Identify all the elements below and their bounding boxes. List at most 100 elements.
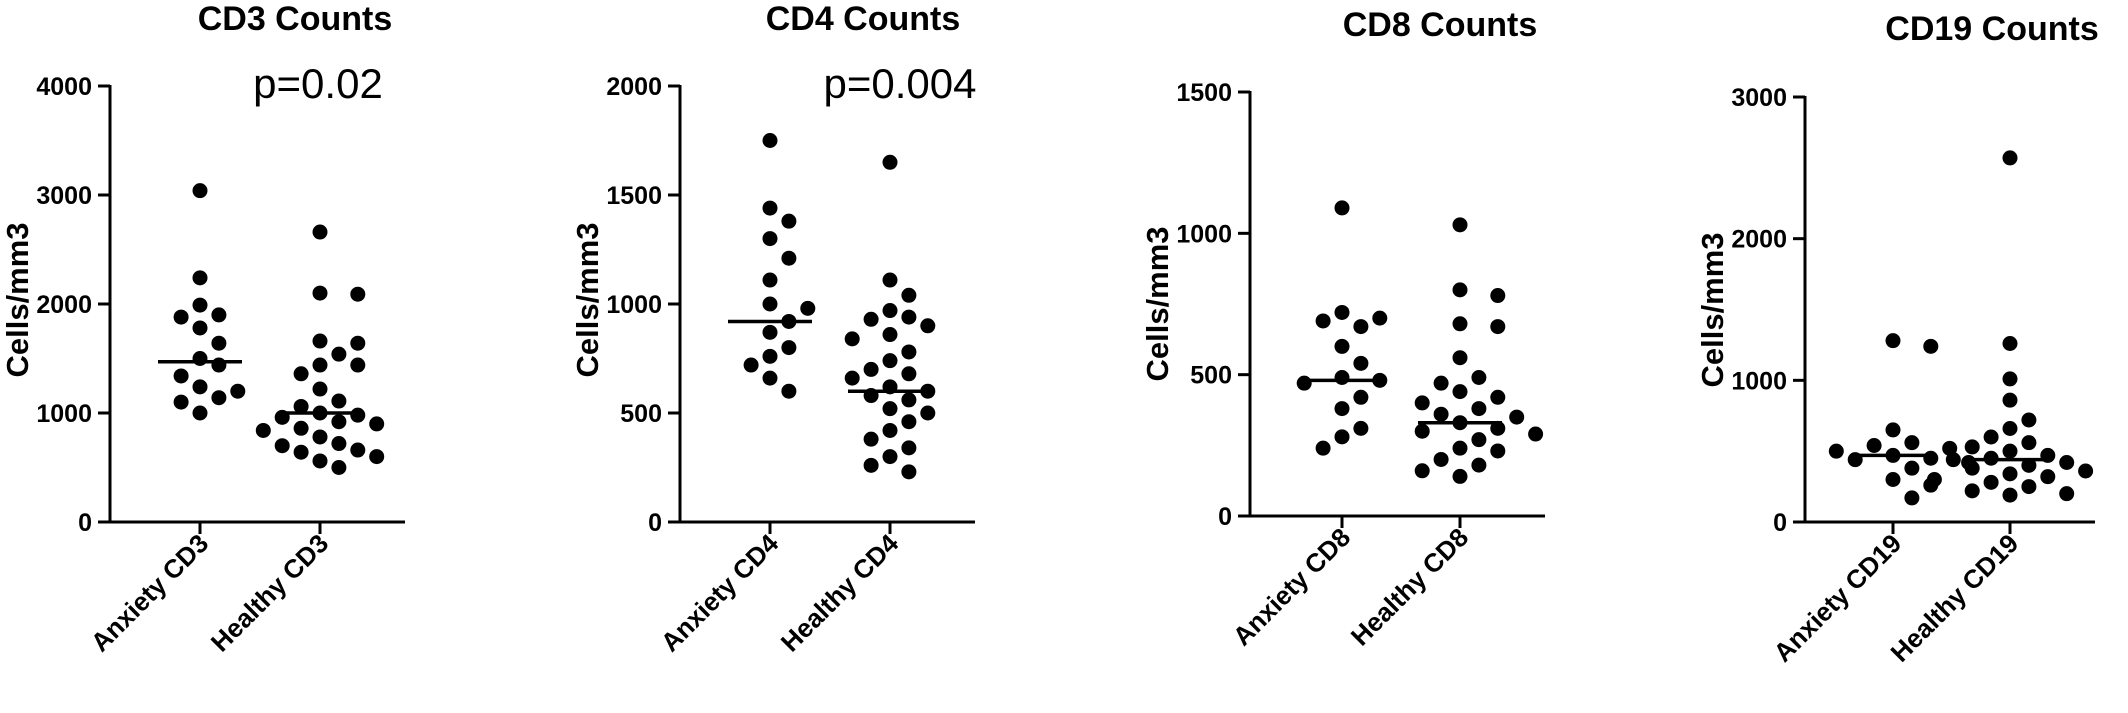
data-point xyxy=(901,309,917,325)
data-point xyxy=(1433,375,1449,391)
data-point xyxy=(781,340,797,356)
data-point xyxy=(312,357,328,373)
y-tick-label: 1000 xyxy=(1176,220,1232,248)
data-point xyxy=(312,333,328,349)
y-axis-label: Cells/mm3 xyxy=(0,222,35,377)
data-point xyxy=(192,297,208,313)
data-point xyxy=(1334,200,1350,216)
data-point xyxy=(312,224,328,240)
data-point xyxy=(2002,336,2018,351)
y-tick-label: 3000 xyxy=(36,182,92,210)
data-point xyxy=(1471,457,1487,473)
data-point xyxy=(1528,426,1544,442)
data-point xyxy=(350,335,366,351)
data-point xyxy=(192,183,208,199)
data-point xyxy=(1471,369,1487,385)
data-point xyxy=(1414,395,1430,411)
data-point xyxy=(350,286,366,302)
data-point xyxy=(1964,439,1980,455)
data-point xyxy=(901,344,917,360)
data-point xyxy=(901,287,917,303)
data-point xyxy=(863,361,879,377)
data-point xyxy=(1315,313,1331,329)
y-tick-label: 2000 xyxy=(36,291,92,319)
data-point xyxy=(1452,440,1468,456)
data-point xyxy=(844,370,860,386)
data-point xyxy=(1334,338,1350,354)
data-point xyxy=(1828,443,1844,459)
data-point xyxy=(920,405,936,421)
data-point xyxy=(331,346,347,362)
data-point xyxy=(901,414,917,430)
data-point xyxy=(1296,375,1312,391)
data-point xyxy=(800,300,816,316)
y-tick-label: 1000 xyxy=(36,400,92,428)
chart-title: CD4 Counts xyxy=(766,0,961,38)
data-point xyxy=(1945,452,1961,468)
y-tick-label: 3000 xyxy=(1731,84,1787,112)
data-point xyxy=(293,398,309,414)
y-tick-label: 0 xyxy=(1218,503,1232,531)
data-point xyxy=(882,353,898,369)
data-point xyxy=(2021,479,2037,495)
data-point xyxy=(901,440,917,456)
data-point xyxy=(230,383,246,399)
data-point xyxy=(293,366,309,382)
data-point xyxy=(192,270,208,286)
p-value-annotation: p=0.02 xyxy=(253,60,383,107)
chart-title: CD8 Counts xyxy=(1343,6,1538,44)
data-point xyxy=(2078,463,2094,479)
data-point xyxy=(1334,304,1350,320)
data-point xyxy=(1452,217,1468,233)
y-tick-label: 2000 xyxy=(1731,226,1787,254)
data-point xyxy=(1926,472,1942,487)
data-point xyxy=(1414,423,1430,439)
data-point xyxy=(2021,435,2037,451)
data-point xyxy=(743,357,759,373)
data-point xyxy=(1904,460,1920,476)
data-point xyxy=(863,311,879,327)
data-point xyxy=(1964,483,1980,499)
data-point xyxy=(1433,406,1449,422)
data-point xyxy=(781,383,797,399)
data-point xyxy=(2021,457,2037,473)
chart-panel-2: CD4 Counts Cells/mm3 0 500 1000 1500 2000 Anxie… xyxy=(570,0,977,658)
data-point xyxy=(2002,150,2018,166)
data-point xyxy=(2002,443,2018,459)
data-point xyxy=(2002,371,2018,387)
data-point xyxy=(882,272,898,288)
y-axis-label: Cells/mm3 xyxy=(1695,232,1730,387)
data-point xyxy=(1490,288,1506,304)
data-point xyxy=(1471,432,1487,448)
data-point xyxy=(2059,455,2075,470)
chart-title: CD19 Counts xyxy=(1885,10,2098,48)
p-value-annotation: p=0.004 xyxy=(824,60,977,107)
data-point xyxy=(863,457,879,473)
data-point xyxy=(1471,401,1487,417)
data-point xyxy=(1353,420,1369,436)
data-point xyxy=(1964,460,1980,476)
data-point xyxy=(192,351,208,366)
data-point xyxy=(1923,338,1939,354)
data-point xyxy=(762,133,778,148)
data-point xyxy=(1942,440,1958,456)
data-point xyxy=(350,407,366,423)
data-point xyxy=(350,357,366,373)
y-tick-label: 500 xyxy=(620,400,662,428)
data-point xyxy=(762,231,778,247)
data-point xyxy=(2021,412,2037,428)
chart-panel-3: CD8 Counts Cells/mm3 0 500 1000 1500 Anxiety C… xyxy=(1140,6,1545,652)
data-point xyxy=(882,422,898,438)
data-point xyxy=(192,320,208,336)
y-axis-label: Cells/mm3 xyxy=(1140,226,1175,381)
y-tick-label: 4000 xyxy=(36,73,92,101)
chart-panel-4: CD19 CountsCells/mm30100020003000Anxiety… xyxy=(1695,10,2099,668)
data-point xyxy=(192,379,208,395)
y-tick-label: 1000 xyxy=(606,291,662,319)
data-point xyxy=(882,401,898,417)
data-point xyxy=(1414,463,1430,479)
data-point xyxy=(1923,450,1939,466)
data-point xyxy=(901,392,917,408)
data-point xyxy=(2059,486,2075,502)
data-point xyxy=(1353,389,1369,405)
